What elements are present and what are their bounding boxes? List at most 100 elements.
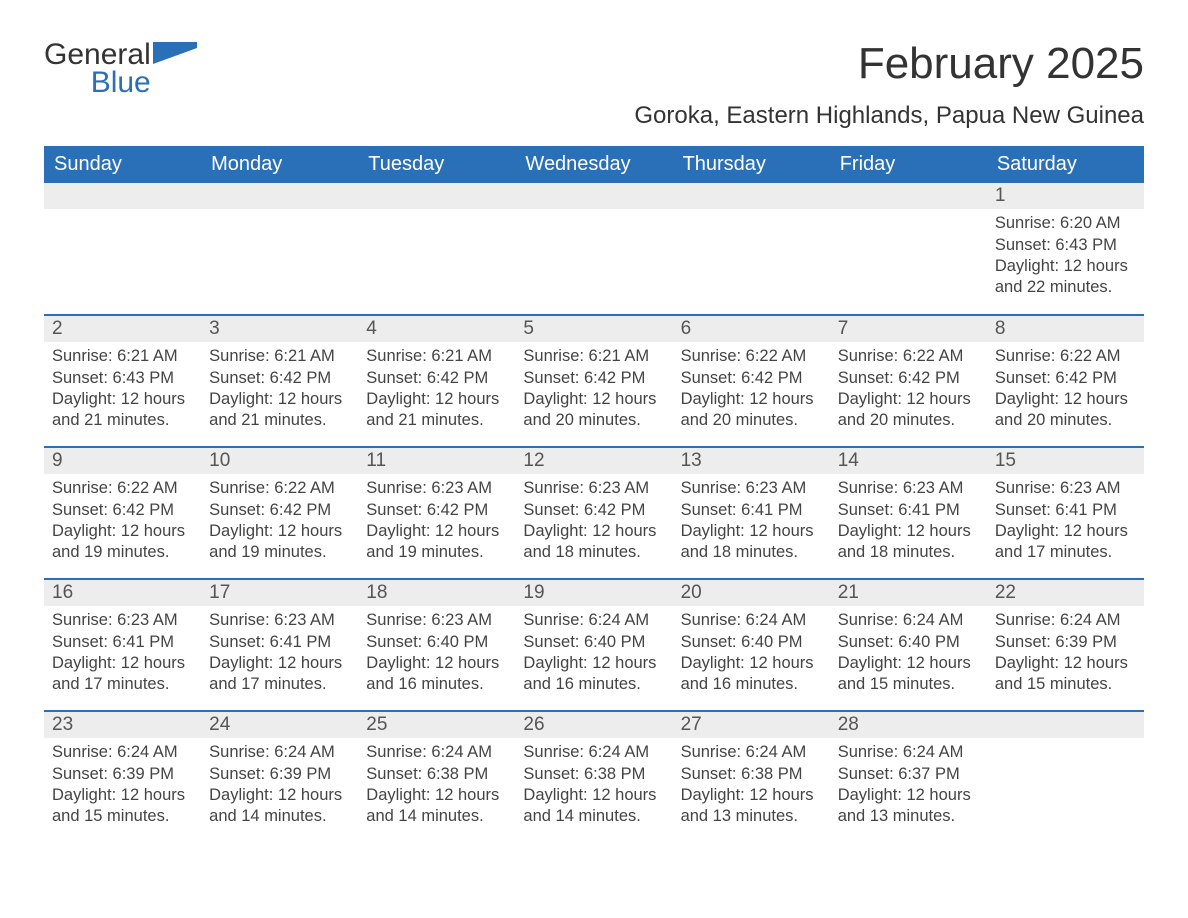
sunset-text: Sunset: 6:42 PM <box>838 368 979 389</box>
calendar-cell: 14 Sunrise: 6:23 AMSunset: 6:41 PMDayligh… <box>830 447 987 579</box>
sunset-text: Sunset: 6:42 PM <box>523 500 664 521</box>
calendar-cell: 21Sunrise: 6:24 AMSunset: 6:40 PMDayligh… <box>830 579 987 711</box>
calendar-cell: 6Sunrise: 6:22 AMSunset: 6:42 PMDaylight… <box>673 315 830 447</box>
calendar-cell: 26Sunrise: 6:24 AMSunset: 6:38 PMDayligh… <box>515 711 672 843</box>
sunrise-text: Sunrise: 6:23 AM <box>995 478 1136 499</box>
calendar-cell: 20Sunrise: 6:24 AMSunset: 6:40 PMDayligh… <box>673 579 830 711</box>
sunset-text: Sunset: 6:41 PM <box>681 500 822 521</box>
sunrise-text: Sunrise: 6:24 AM <box>366 742 507 763</box>
day-number: 14 <box>830 448 987 474</box>
month-title: February 2025 <box>634 40 1144 88</box>
daylight-text: Daylight: 12 hours and 16 minutes. <box>366 653 507 695</box>
calendar-week-row: 23Sunrise: 6:24 AMSunset: 6:39 PMDayligh… <box>44 711 1144 843</box>
daylight-text: Daylight: 12 hours and 19 minutes. <box>366 521 507 563</box>
day-body: Sunrise: 6:23 AMSunset: 6:42 PMDaylight:… <box>515 474 672 568</box>
day-number: 26 <box>515 712 672 738</box>
day-number: 12 <box>515 448 672 474</box>
calendar-cell: 3Sunrise: 6:21 AMSunset: 6:42 PMDaylight… <box>201 315 358 447</box>
day-number <box>358 183 515 209</box>
day-number: 3 <box>201 316 358 342</box>
page-header: General Blue February 2025 Goroka, Easte… <box>44 40 1144 140</box>
day-number: 1 <box>987 183 1144 209</box>
calendar-cell <box>201 183 358 315</box>
day-body: Sunrise: 6:22 AMSunset: 6:42 PMDaylight:… <box>673 342 830 436</box>
sunset-text: Sunset: 6:39 PM <box>52 764 193 785</box>
day-header: Saturday <box>987 146 1144 183</box>
daylight-text: Daylight: 12 hours and 13 minutes. <box>838 785 979 827</box>
calendar-cell: 17Sunrise: 6:23 AMSunset: 6:41 PMDayligh… <box>201 579 358 711</box>
calendar-cell <box>515 183 672 315</box>
daylight-text: Daylight: 12 hours and 19 minutes. <box>209 521 350 563</box>
daylight-text: Daylight: 12 hours and 21 minutes. <box>366 389 507 431</box>
day-body: Sunrise: 6:21 AMSunset: 6:42 PMDaylight:… <box>515 342 672 436</box>
sunrise-text: Sunrise: 6:22 AM <box>995 346 1136 367</box>
daylight-text: Daylight: 12 hours and 14 minutes. <box>209 785 350 827</box>
sunset-text: Sunset: 6:41 PM <box>209 632 350 653</box>
day-body: Sunrise: 6:22 AMSunset: 6:42 PMDaylight:… <box>201 474 358 568</box>
day-header: Tuesday <box>358 146 515 183</box>
sunset-text: Sunset: 6:42 PM <box>209 368 350 389</box>
sunrise-text: Sunrise: 6:20 AM <box>995 213 1136 234</box>
sunset-text: Sunset: 6:42 PM <box>52 500 193 521</box>
calendar-cell: 7Sunrise: 6:22 AMSunset: 6:42 PMDaylight… <box>830 315 987 447</box>
sunrise-text: Sunrise: 6:23 AM <box>523 478 664 499</box>
day-number: 25 <box>358 712 515 738</box>
calendar-cell <box>44 183 201 315</box>
daylight-text: Daylight: 12 hours and 20 minutes. <box>995 389 1136 431</box>
daylight-text: Daylight: 12 hours and 21 minutes. <box>52 389 193 431</box>
calendar-week-row: 2Sunrise: 6:21 AMSunset: 6:43 PMDaylight… <box>44 315 1144 447</box>
day-header: Monday <box>201 146 358 183</box>
daylight-text: Daylight: 12 hours and 22 minutes. <box>995 256 1136 298</box>
day-body: Sunrise: 6:24 AMSunset: 6:37 PMDaylight:… <box>830 738 987 832</box>
calendar-cell: 27Sunrise: 6:24 AMSunset: 6:38 PMDayligh… <box>673 711 830 843</box>
sunrise-text: Sunrise: 6:23 AM <box>838 478 979 499</box>
day-number <box>830 183 987 209</box>
calendar-cell: 15Sunrise: 6:23 AMSunset: 6:41 PMDayligh… <box>987 447 1144 579</box>
daylight-text: Daylight: 12 hours and 18 minutes. <box>681 521 822 563</box>
sunrise-text: Sunrise: 6:22 AM <box>681 346 822 367</box>
day-body: Sunrise: 6:24 AMSunset: 6:38 PMDaylight:… <box>515 738 672 832</box>
sunset-text: Sunset: 6:42 PM <box>366 500 507 521</box>
sunrise-text: Sunrise: 6:23 AM <box>209 610 350 631</box>
day-number: 24 <box>201 712 358 738</box>
calendar-cell: 18Sunrise: 6:23 AMSunset: 6:40 PMDayligh… <box>358 579 515 711</box>
daylight-text: Daylight: 12 hours and 20 minutes. <box>838 389 979 431</box>
day-body: Sunrise: 6:22 AMSunset: 6:42 PMDaylight:… <box>830 342 987 436</box>
day-number <box>515 183 672 209</box>
day-body: Sunrise: 6:21 AMSunset: 6:42 PMDaylight:… <box>358 342 515 436</box>
day-number: 16 <box>44 580 201 606</box>
flag-icon <box>153 42 197 74</box>
day-number: 9 <box>44 448 201 474</box>
day-number: 8 <box>987 316 1144 342</box>
day-number <box>201 183 358 209</box>
day-body: Sunrise: 6:20 AMSunset: 6:43 PMDaylight:… <box>987 209 1144 303</box>
calendar-cell: 16Sunrise: 6:23 AMSunset: 6:41 PMDayligh… <box>44 579 201 711</box>
calendar-cell <box>673 183 830 315</box>
sunset-text: Sunset: 6:40 PM <box>523 632 664 653</box>
day-body: Sunrise: 6:24 AMSunset: 6:38 PMDaylight:… <box>358 738 515 832</box>
calendar-cell: 2Sunrise: 6:21 AMSunset: 6:43 PMDaylight… <box>44 315 201 447</box>
sunset-text: Sunset: 6:40 PM <box>838 632 979 653</box>
day-number: 4 <box>358 316 515 342</box>
daylight-text: Daylight: 12 hours and 18 minutes. <box>838 521 979 563</box>
sunset-text: Sunset: 6:41 PM <box>838 500 979 521</box>
day-body: Sunrise: 6:22 AMSunset: 6:42 PMDaylight:… <box>987 342 1144 436</box>
day-number: 5 <box>515 316 672 342</box>
day-body: Sunrise: 6:22 AMSunset: 6:42 PMDaylight:… <box>44 474 201 568</box>
daylight-text: Daylight: 12 hours and 19 minutes. <box>52 521 193 563</box>
daylight-text: Daylight: 12 hours and 13 minutes. <box>681 785 822 827</box>
sunrise-text: Sunrise: 6:21 AM <box>523 346 664 367</box>
sunset-text: Sunset: 6:42 PM <box>366 368 507 389</box>
day-number: 15 <box>987 448 1144 474</box>
calendar-table: Sunday Monday Tuesday Wednesday Thursday… <box>44 146 1144 843</box>
daylight-text: Daylight: 12 hours and 16 minutes. <box>681 653 822 695</box>
brand-logo: General Blue <box>44 40 197 98</box>
sunrise-text: Sunrise: 6:24 AM <box>681 742 822 763</box>
day-header-row: Sunday Monday Tuesday Wednesday Thursday… <box>44 146 1144 183</box>
calendar-week-row: 16 Sunrise: 6:23 AMSunset: 6:41 PM Dayligh… <box>44 579 1144 711</box>
sunset-text: Sunset: 6:38 PM <box>681 764 822 785</box>
sunrise-text: Sunrise: 6:24 AM <box>838 610 979 631</box>
calendar-cell <box>830 183 987 315</box>
day-body: Sunrise: 6:24 AMSunset: 6:40 PMDaylight:… <box>515 606 672 700</box>
calendar-cell <box>358 183 515 315</box>
